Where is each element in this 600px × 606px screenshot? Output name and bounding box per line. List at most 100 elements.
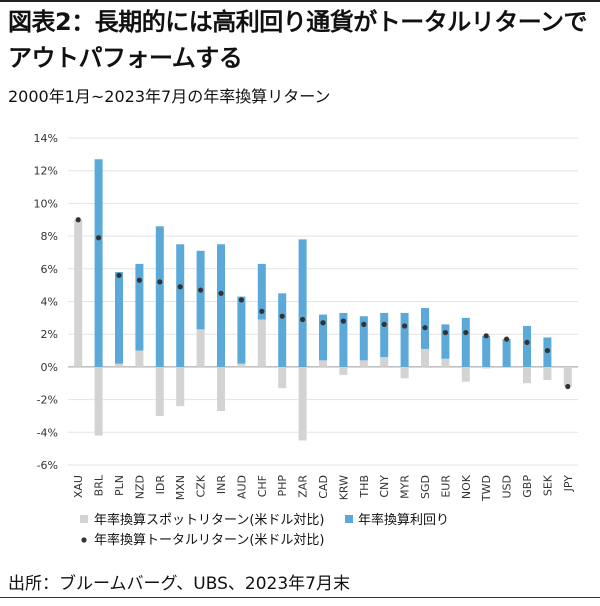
grid-lines [68, 137, 578, 466]
y-tick-label: 12% [34, 165, 58, 178]
spot-return-bar [74, 219, 83, 367]
yield-bar [135, 263, 144, 351]
x-tick-label: IDR [154, 475, 167, 495]
chart-title: 図表2：長期的には高利回り通貨がトータルリターンでアウトパフォームする [8, 8, 588, 72]
total-return-marker [300, 316, 306, 323]
spot-return-bar [278, 366, 287, 389]
spot-return-bar [563, 366, 572, 387]
legend-marker-total [81, 537, 87, 543]
spot-return-bar [543, 366, 552, 380]
x-tick-label: XAU [72, 475, 85, 498]
x-tick-label: THB [358, 475, 371, 499]
x-tick-label: MXN [174, 475, 187, 500]
x-tick-label: NOK [460, 474, 473, 499]
yield-bar [400, 312, 409, 367]
total-return-marker [442, 329, 448, 336]
total-return-marker [96, 235, 102, 241]
spot-return-bar [155, 366, 164, 416]
source-note: 出所：ブルームバーグ、UBS、2023年7月末 [8, 574, 350, 594]
total-return-marker [75, 217, 81, 223]
spot-return-bar [115, 363, 123, 367]
y-tick-label: -6% [37, 459, 58, 472]
total-return-marker [157, 279, 163, 285]
legend-swatch-yield [345, 515, 353, 523]
legend-label-total: 年率換算トータルリターン(米ドル対比) [94, 532, 325, 548]
spot-return-bar [380, 357, 389, 367]
yield-bar [155, 226, 164, 367]
spot-return-bar [441, 358, 450, 367]
yield-bar [359, 316, 368, 361]
x-axis-tick-labels: XAU BRL PLN NZD IDR MXN CZK INR AUD CHF PHP ZAR CAD K… [72, 474, 575, 502]
bars [74, 159, 572, 441]
yield-bar [115, 272, 123, 364]
chart-subtitle: 2000年1月~2023年7月の年率換算リターン [8, 87, 331, 106]
yield-bar [217, 244, 225, 367]
total-return-marker [116, 272, 122, 278]
x-tick-label: AUD [235, 475, 248, 499]
x-tick-label: TWD [480, 475, 493, 502]
x-tick-label: MYR [399, 475, 412, 499]
yield-bar [237, 296, 246, 364]
total-return-marker [279, 313, 285, 319]
spot-return-bar [359, 360, 368, 367]
legend-label-yield: 年率換算利回り [358, 512, 449, 528]
spot-return-bar [400, 366, 409, 379]
yield-bar [257, 263, 266, 320]
spot-return-bar [298, 366, 307, 441]
yield-bar [441, 324, 450, 359]
yield-bar [502, 339, 511, 367]
spot-return-bar [94, 366, 103, 436]
yield-bar [319, 314, 327, 361]
total-return-marker [259, 308, 265, 314]
x-tick-label: SGD [419, 475, 432, 499]
spot-return-bar [257, 319, 266, 367]
y-tick-label: 4% [41, 296, 58, 309]
spot-return-bar [339, 366, 348, 376]
total-return-marker [524, 339, 530, 345]
spot-return-bar [237, 363, 246, 367]
x-tick-label: ZAR [297, 475, 310, 498]
total-return-marker [504, 336, 510, 342]
total-return-marker [340, 318, 346, 324]
spot-return-bar [135, 350, 144, 367]
x-tick-label: PLN [113, 475, 126, 496]
total-return-marker [238, 297, 244, 303]
total-return-marker [483, 333, 489, 339]
x-tick-label: CHF [256, 475, 269, 497]
spot-return-bar [461, 366, 470, 382]
spot-return-bar [421, 348, 429, 367]
bottom-rule [0, 597, 600, 598]
x-tick-label: KRW [337, 475, 350, 500]
x-tick-label: SEK [541, 474, 554, 496]
bar-chart: -6% -4% -2% 0% 2% 4% 6% 8% 10% 12% 14% XAU BRL PLN NZ… [34, 132, 578, 548]
total-return-marker [136, 277, 142, 283]
yield-bar [298, 239, 307, 367]
total-return-marker [198, 287, 204, 293]
yield-bar [482, 335, 491, 367]
total-return-marker [463, 329, 469, 336]
legend-label-spot: 年率換算スポットリターン(米ドル対比) [94, 512, 325, 528]
legend: 年率換算スポットリターン(米ドル対比) 年率換算利回り 年率換算トータルリターン… [80, 512, 449, 548]
x-tick-label: INR [215, 475, 228, 494]
x-tick-label: CNY [378, 475, 391, 498]
total-return-marker [361, 321, 367, 327]
y-tick-label: -4% [37, 426, 58, 439]
x-tick-label: BRL [93, 474, 106, 496]
spot-return-bar [217, 366, 225, 412]
yield-bar [278, 293, 287, 367]
yield-bar [339, 312, 348, 367]
total-return-marker [320, 320, 326, 326]
spot-return-bar [319, 360, 327, 367]
total-return-marker [381, 321, 387, 327]
total-return-marker [422, 325, 428, 331]
x-tick-label: CAD [317, 475, 330, 499]
y-tick-label: 10% [34, 197, 58, 210]
yield-bar [380, 312, 389, 358]
yield-bar [461, 317, 470, 367]
y-axis-tick-labels: -6% -4% -2% 0% 2% 4% 6% 8% 10% 12% 14% [34, 132, 58, 472]
yield-bar [176, 244, 185, 367]
spot-return-bar [196, 329, 205, 367]
x-tick-label: EUR [439, 475, 452, 498]
y-tick-label: 2% [41, 328, 58, 341]
x-tick-label: CZK [195, 474, 208, 497]
